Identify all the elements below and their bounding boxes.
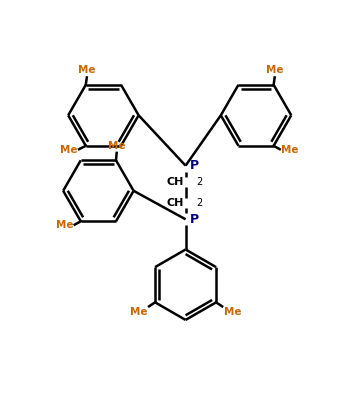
Text: CH: CH [166, 177, 184, 187]
Text: Me: Me [130, 307, 147, 317]
Text: Me: Me [281, 145, 299, 155]
Text: Me: Me [224, 307, 241, 317]
Text: Me: Me [56, 220, 73, 230]
Text: 2: 2 [196, 198, 203, 208]
Text: Me: Me [78, 66, 95, 75]
Text: Me: Me [60, 145, 77, 155]
Text: 2: 2 [196, 177, 203, 187]
Text: Me: Me [266, 66, 283, 75]
Text: CH: CH [166, 198, 184, 208]
Text: P: P [190, 213, 199, 226]
Text: P: P [190, 159, 199, 172]
Text: Me: Me [108, 141, 125, 151]
